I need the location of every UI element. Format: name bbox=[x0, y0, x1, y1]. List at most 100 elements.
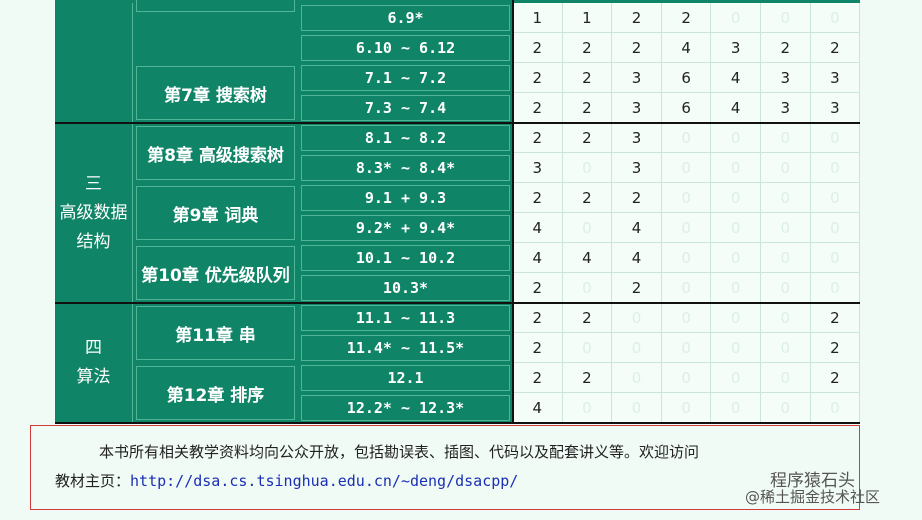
count: 2 bbox=[810, 33, 861, 63]
count: 2 bbox=[562, 183, 613, 213]
count: 1 bbox=[562, 3, 613, 33]
count: 2 bbox=[612, 183, 662, 213]
count: 4 bbox=[711, 93, 761, 123]
part-divider bbox=[55, 122, 861, 124]
count: 4 bbox=[513, 393, 563, 423]
note-prefix: 教材主页： bbox=[55, 472, 131, 490]
count: 3 bbox=[612, 93, 662, 123]
count: 0 bbox=[562, 393, 613, 423]
count: 0 bbox=[810, 243, 861, 273]
section: 12.2* ~ 12.3* bbox=[301, 395, 510, 421]
count: 3 bbox=[761, 93, 811, 123]
note-url: http://dsa.cs.tsinghua.edu.cn/~deng/dsac… bbox=[130, 472, 519, 490]
note-text: 本书所有相关教学资料均向公众开放，包括勘误表、插图、代码以及配套讲义等。欢迎访问 bbox=[99, 443, 700, 461]
count: 0 bbox=[711, 333, 761, 363]
count: 3 bbox=[810, 93, 861, 123]
count: 0 bbox=[612, 393, 662, 423]
section: 8.1 ~ 8.2 bbox=[301, 125, 510, 151]
count: 0 bbox=[562, 333, 613, 363]
count: 0 bbox=[612, 363, 662, 393]
section: 9.2* + 9.4* bbox=[301, 215, 510, 241]
count: 3 bbox=[810, 63, 861, 93]
count: 2 bbox=[810, 333, 861, 363]
chapter-title: 第9章 词典 bbox=[136, 186, 295, 240]
part-label: 四 bbox=[85, 338, 102, 358]
count: 2 bbox=[513, 63, 563, 93]
count: 0 bbox=[761, 303, 811, 333]
count: 2 bbox=[513, 273, 563, 303]
part-label: 高级数据 bbox=[59, 202, 128, 223]
count: 0 bbox=[761, 123, 811, 153]
chapter-title: 第7章 搜索树 bbox=[136, 66, 295, 120]
count: 0 bbox=[810, 183, 861, 213]
count: 2 bbox=[562, 93, 613, 123]
part-cell: 三高级数据 结构 bbox=[55, 123, 133, 303]
count: 2 bbox=[810, 303, 861, 333]
count: 0 bbox=[711, 213, 761, 243]
section: 11.1 ~ 11.3 bbox=[301, 305, 510, 331]
count: 3 bbox=[612, 153, 662, 183]
count: 0 bbox=[612, 303, 662, 333]
watermark-account: 程序猿石头 bbox=[770, 471, 855, 491]
part-divider bbox=[55, 302, 861, 304]
count: 4 bbox=[661, 33, 712, 63]
count: 0 bbox=[761, 243, 811, 273]
section: 6.9* bbox=[301, 5, 510, 31]
part-label: 结构 bbox=[76, 231, 111, 252]
count: 0 bbox=[810, 393, 861, 423]
section: 8.3* ~ 8.4* bbox=[301, 155, 510, 181]
count: 0 bbox=[761, 393, 811, 423]
count: 2 bbox=[562, 123, 613, 153]
count: 2 bbox=[761, 33, 811, 63]
part-label: 算法 bbox=[76, 367, 111, 387]
chapter-bg bbox=[133, 3, 298, 63]
count: 6 bbox=[661, 93, 712, 123]
count: 2 bbox=[513, 33, 563, 63]
count: 0 bbox=[661, 333, 712, 363]
count: 0 bbox=[661, 183, 712, 213]
count: 0 bbox=[562, 213, 613, 243]
count: 0 bbox=[711, 123, 761, 153]
column-divider bbox=[512, 0, 514, 423]
count: 0 bbox=[761, 153, 811, 183]
count: 2 bbox=[612, 273, 662, 303]
count: 2 bbox=[562, 363, 613, 393]
count: 3 bbox=[513, 153, 563, 183]
count: 0 bbox=[661, 123, 712, 153]
count: 0 bbox=[761, 333, 811, 363]
section: 7.1 ~ 7.2 bbox=[301, 65, 510, 91]
section: 7.3 ~ 7.4 bbox=[301, 95, 510, 121]
chapter-title: 第6章 图 bbox=[136, 0, 295, 12]
count: 0 bbox=[810, 153, 861, 183]
count: 4 bbox=[612, 213, 662, 243]
count: 0 bbox=[562, 273, 613, 303]
count: 0 bbox=[761, 3, 811, 33]
count: 0 bbox=[761, 213, 811, 243]
section: 6.10 ~ 6.12 bbox=[301, 35, 510, 61]
count: 2 bbox=[513, 303, 563, 333]
count: 4 bbox=[711, 63, 761, 93]
count: 0 bbox=[661, 363, 712, 393]
count: 2 bbox=[562, 63, 613, 93]
count: 2 bbox=[661, 3, 712, 33]
count: 0 bbox=[711, 363, 761, 393]
section: 9.1 + 9.3 bbox=[301, 185, 510, 211]
count: 2 bbox=[513, 363, 563, 393]
section: 11.4* ~ 11.5* bbox=[301, 335, 510, 361]
count: 2 bbox=[810, 363, 861, 393]
count: 2 bbox=[612, 3, 662, 33]
count: 0 bbox=[711, 303, 761, 333]
count: 0 bbox=[810, 273, 861, 303]
count: 0 bbox=[661, 393, 712, 423]
count: 3 bbox=[612, 63, 662, 93]
count: 0 bbox=[562, 153, 613, 183]
count: 3 bbox=[612, 123, 662, 153]
count: 0 bbox=[711, 153, 761, 183]
count: 0 bbox=[661, 153, 712, 183]
count: 0 bbox=[711, 273, 761, 303]
count: 2 bbox=[513, 333, 563, 363]
count: 0 bbox=[810, 213, 861, 243]
part-label: 三 bbox=[85, 173, 102, 194]
count: 4 bbox=[612, 243, 662, 273]
